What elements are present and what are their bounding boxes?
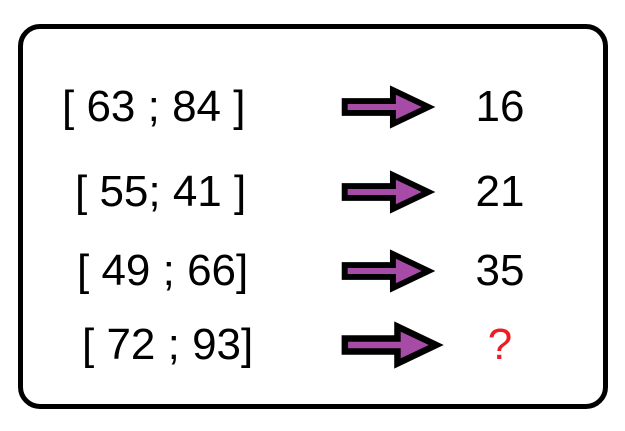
right-block-arrow-icon	[341, 85, 436, 129]
right-block-arrow-icon	[341, 170, 436, 214]
result-text: 16	[475, 82, 525, 131]
pair-text: [ 55; 41 ]	[75, 167, 247, 216]
right-block-arrow-icon	[341, 321, 444, 369]
puzzle-row: [ 49 ; 66] 35	[23, 239, 603, 303]
puzzle-row: [ 72 ; 93] ?	[23, 313, 603, 377]
puzzle-frame: [ 63 ; 84 ] 16 [ 55; 41 ] 21 [ 49 ; 66] …	[18, 24, 608, 409]
pair-text: [ 63 ; 84 ]	[62, 82, 246, 131]
pair-text: [ 72 ; 93]	[82, 320, 254, 369]
right-block-arrow-icon	[341, 249, 436, 293]
result-text: 35	[475, 246, 525, 295]
unknown-result-text: ?	[487, 320, 513, 369]
puzzle-row: [ 63 ; 84 ] 16	[23, 75, 603, 139]
puzzle-row: [ 55; 41 ] 21	[23, 160, 603, 224]
pair-text: [ 49 ; 66]	[77, 246, 249, 295]
result-text: 21	[475, 167, 525, 216]
